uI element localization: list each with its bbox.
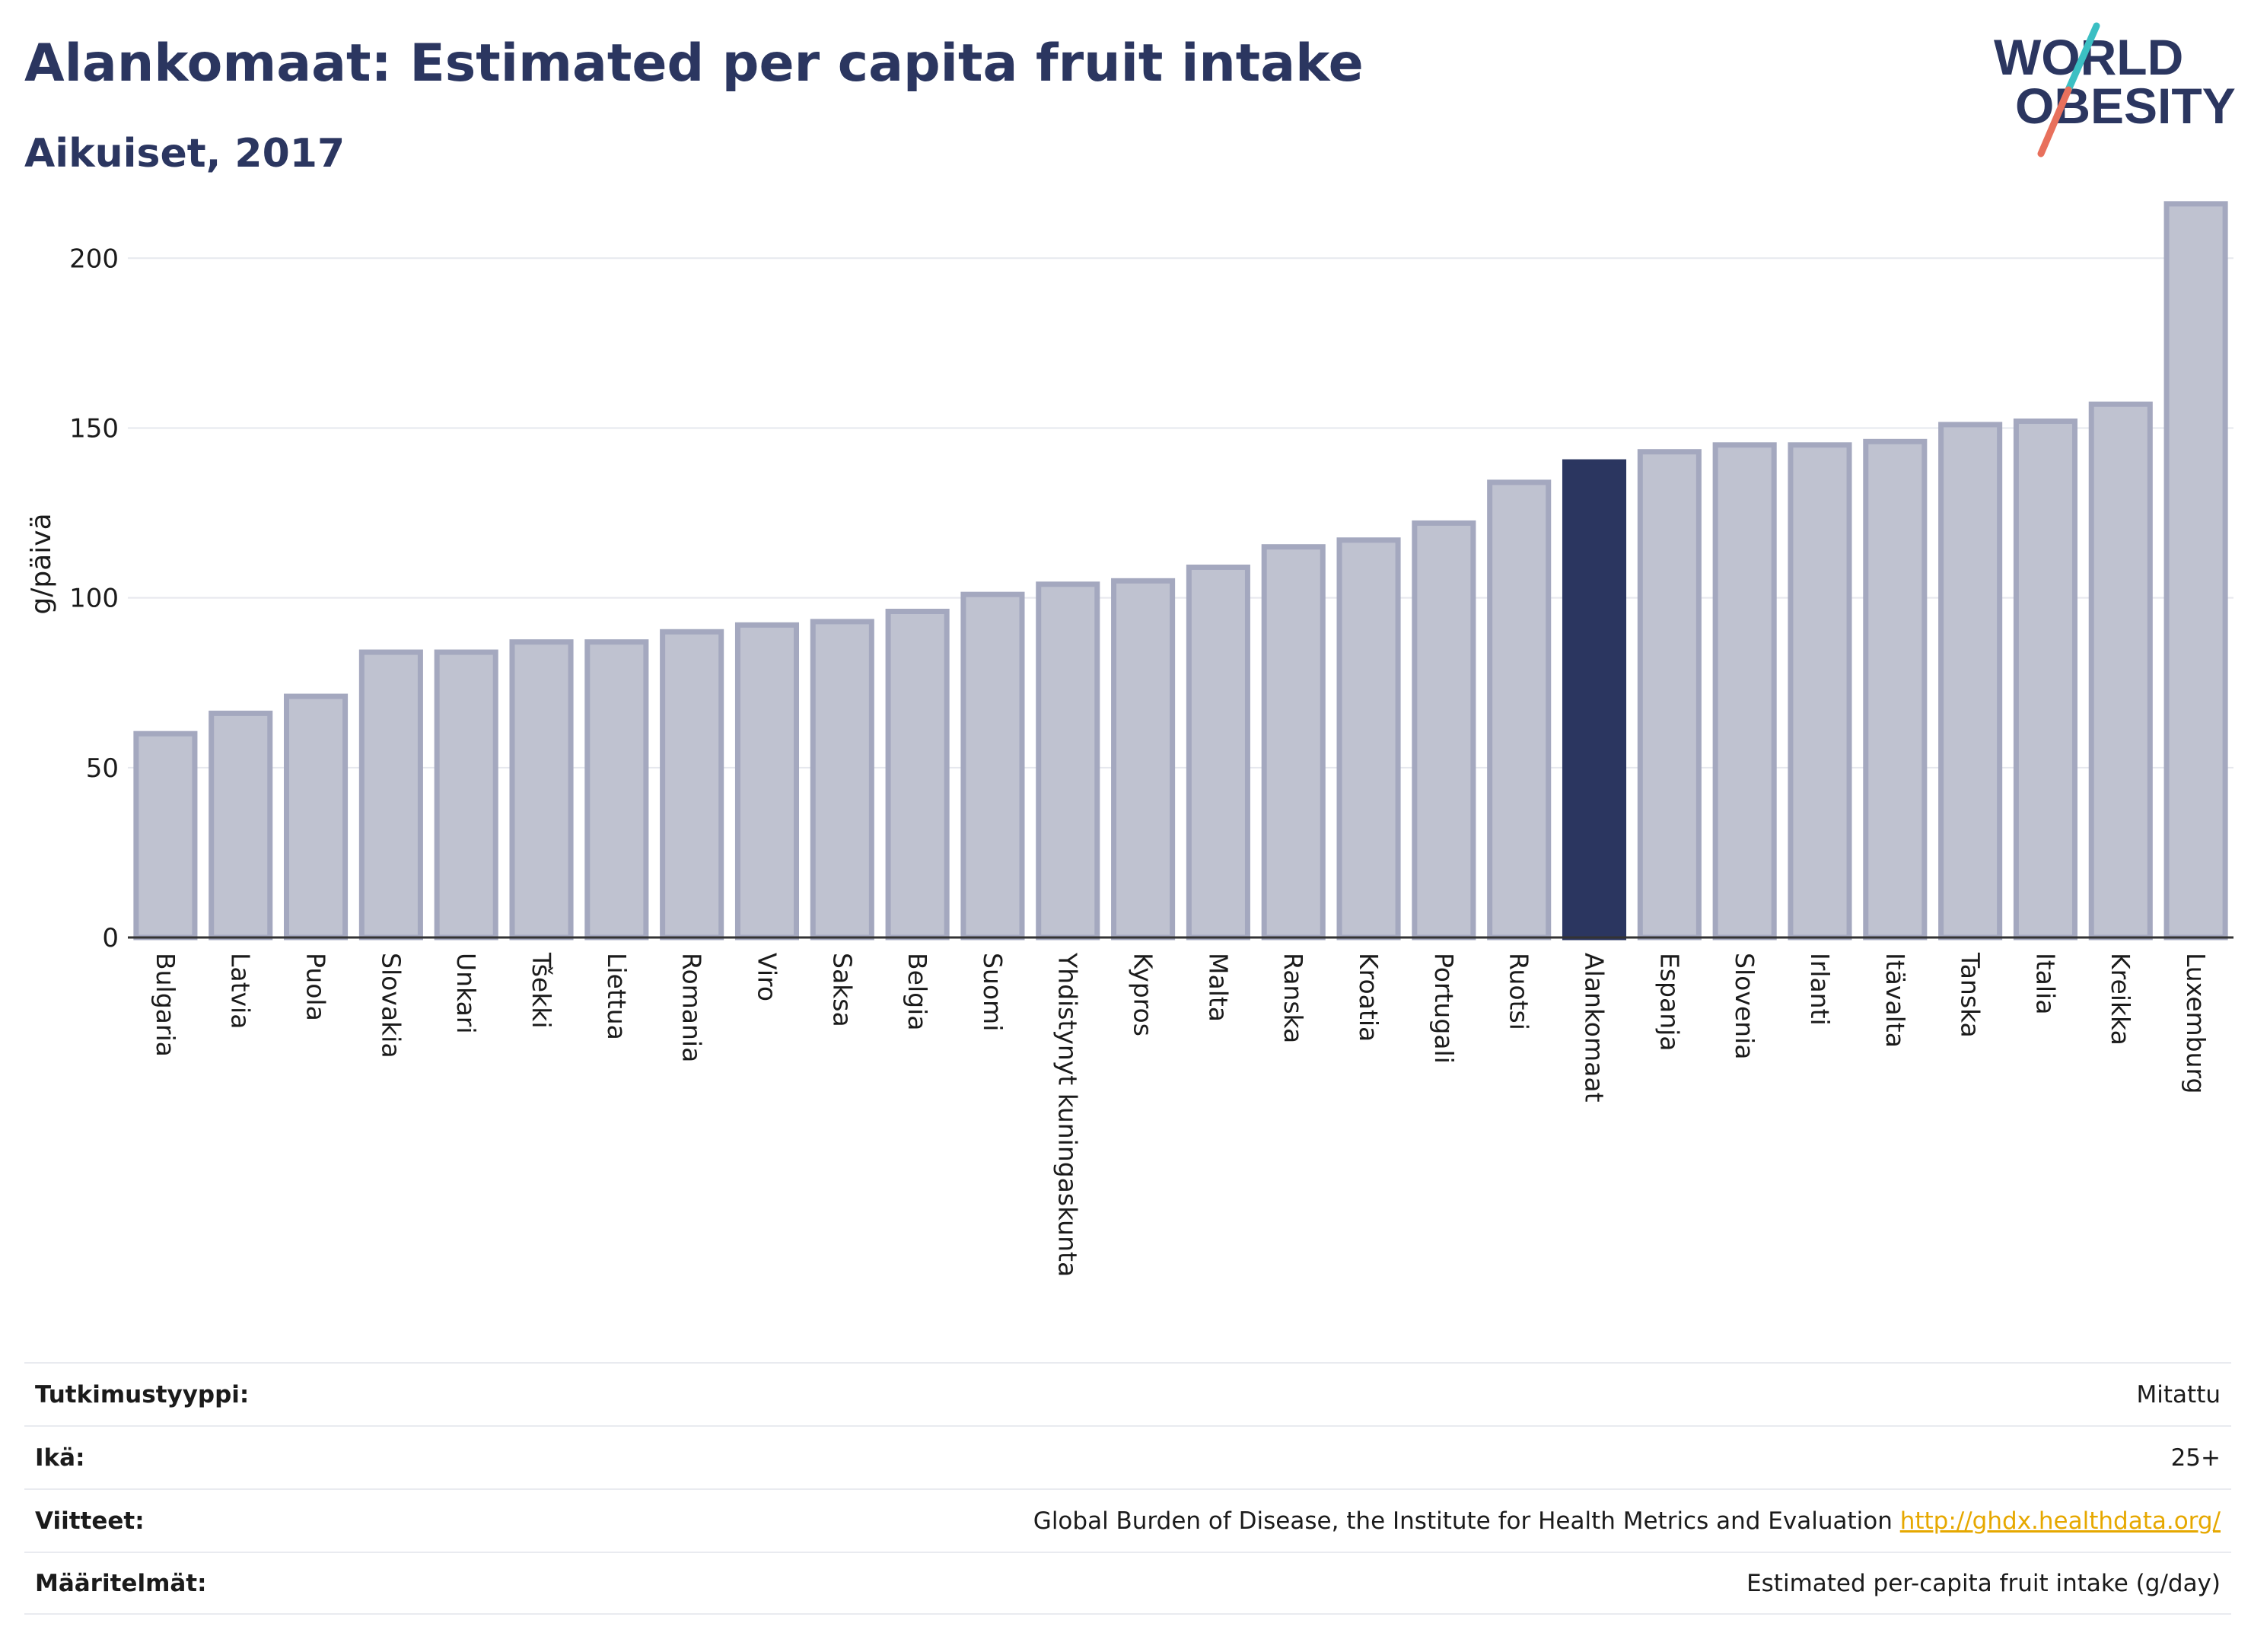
x-tick-label: Tšekki xyxy=(527,952,556,1029)
bar xyxy=(1336,537,1401,941)
y-tick-label: 0 xyxy=(102,923,119,953)
x-tick-label: Luxemburg xyxy=(2181,953,2211,1093)
x-tick-label: Latvia xyxy=(226,953,256,1029)
bar xyxy=(660,629,724,941)
bar xyxy=(584,639,649,941)
x-tick-label: Saksa xyxy=(827,953,857,1027)
x-tick-label: Ruotsi xyxy=(1504,953,1534,1030)
x-tick-label: Irlanti xyxy=(1805,953,1835,1026)
x-tick-label: Viro xyxy=(752,953,782,1001)
bar xyxy=(734,622,800,941)
x-tick-label: Espanja xyxy=(1654,953,1684,1052)
meta-row-age: Ikä: 25+ xyxy=(24,1425,2231,1488)
meta-value: 25+ xyxy=(2170,1444,2221,1472)
page-title: Alankomaat: Estimated per capita fruit i… xyxy=(24,33,1364,94)
x-tick-label: Malta xyxy=(1203,953,1233,1022)
logo-slash-bottom xyxy=(2037,86,2072,158)
reference-text: Global Burden of Disease, the Institute … xyxy=(1033,1507,1893,1535)
bar-highlight xyxy=(1562,459,1627,941)
meta-row-definitions: Määritelmät: Estimated per-capita fruit … xyxy=(24,1552,2231,1615)
bar xyxy=(1863,438,1928,941)
x-tick-label: Alankomaat xyxy=(1579,953,1609,1103)
bar xyxy=(1036,581,1100,941)
bar xyxy=(1712,442,1777,941)
bar xyxy=(133,731,198,941)
reference-link[interactable]: http://ghdx.healthdata.org/ xyxy=(1899,1507,2221,1535)
bar xyxy=(209,710,273,941)
x-tick-label: Bulgaria xyxy=(151,953,180,1057)
y-tick-label: 150 xyxy=(69,413,119,444)
x-tick-label: Itävalta xyxy=(1880,953,1910,1048)
bar xyxy=(1412,520,1476,941)
bar xyxy=(2163,201,2228,941)
bar xyxy=(284,693,349,941)
x-tick-label: Liettua xyxy=(602,953,632,1040)
y-tick-label: 200 xyxy=(69,244,119,274)
bar xyxy=(885,608,950,941)
x-tick-label: Slovakia xyxy=(376,953,406,1058)
y-tick-label: 100 xyxy=(69,584,119,614)
meta-value: Estimated per-capita fruit intake (g/day… xyxy=(1746,1569,2221,1597)
meta-label: Viitteet: xyxy=(35,1507,145,1535)
bar xyxy=(434,649,498,941)
x-tick-label: Kreikka xyxy=(2106,953,2135,1046)
y-axis-ticks: 0 50 100 150 200 xyxy=(69,244,119,953)
bar xyxy=(358,649,423,941)
bar xyxy=(1186,564,1250,941)
metadata-table: Tutkimustyyppi: Mitattu Ikä: 25+ Viittee… xyxy=(24,1362,2231,1615)
meta-row-study-type: Tutkimustyyppi: Mitattu xyxy=(24,1362,2231,1425)
meta-label: Määritelmät: xyxy=(35,1569,207,1597)
x-tick-label: Italia xyxy=(2030,953,2060,1014)
x-tick-label: Portugali xyxy=(1429,953,1459,1064)
x-tick-label: Belgia xyxy=(903,953,932,1030)
x-tick-label: Yhdistynyt kuningaskunta xyxy=(1053,952,1083,1277)
bar xyxy=(1637,449,1702,941)
chart-bars xyxy=(133,201,2228,941)
world-obesity-logo: WORLD OBESITY xyxy=(1994,22,2236,158)
page-subtitle: Aikuiset, 2017 xyxy=(24,131,345,177)
x-tick-label: Romania xyxy=(677,953,707,1062)
bar xyxy=(1261,544,1326,941)
meta-value: Mitattu xyxy=(2136,1380,2221,1408)
x-tick-label: Kroatia xyxy=(1354,953,1383,1042)
x-axis-labels: Bulgaria Latvia Puola Slovakia Unkari Tšekki L… xyxy=(151,952,2211,1277)
meta-label: Ikä: xyxy=(35,1444,85,1472)
y-tick-label: 50 xyxy=(86,753,119,784)
bar xyxy=(810,619,874,941)
bar-chart: 0 50 100 150 200 Bulgaria Latvia Puola Slovakia… xyxy=(26,201,2233,1277)
meta-row-references: Viitteet: Global Burden of Disease, the … xyxy=(24,1488,2231,1552)
bar xyxy=(2013,419,2077,941)
x-tick-label: Kypros xyxy=(1129,953,1158,1036)
x-tick-label: Puola xyxy=(301,953,331,1021)
x-tick-label: Slovenia xyxy=(1730,953,1759,1059)
bar xyxy=(1487,479,1552,941)
bar xyxy=(1788,442,1852,941)
meta-label: Tutkimustyyppi: xyxy=(35,1380,250,1408)
x-tick-label: Tanska xyxy=(1956,952,1985,1038)
bar xyxy=(2088,401,2153,941)
x-tick-label: Ranska xyxy=(1278,953,1308,1043)
meta-value: Global Burden of Disease, the Institute … xyxy=(1033,1507,2221,1535)
x-tick-label: Unkari xyxy=(451,953,481,1034)
bar xyxy=(960,591,1025,941)
bar xyxy=(509,639,574,941)
x-tick-label: Suomi xyxy=(978,953,1008,1031)
y-axis-label: g/päivä xyxy=(26,513,57,614)
bar xyxy=(1938,422,2003,941)
logo-slash-top xyxy=(2065,22,2100,94)
bar xyxy=(1111,578,1176,941)
